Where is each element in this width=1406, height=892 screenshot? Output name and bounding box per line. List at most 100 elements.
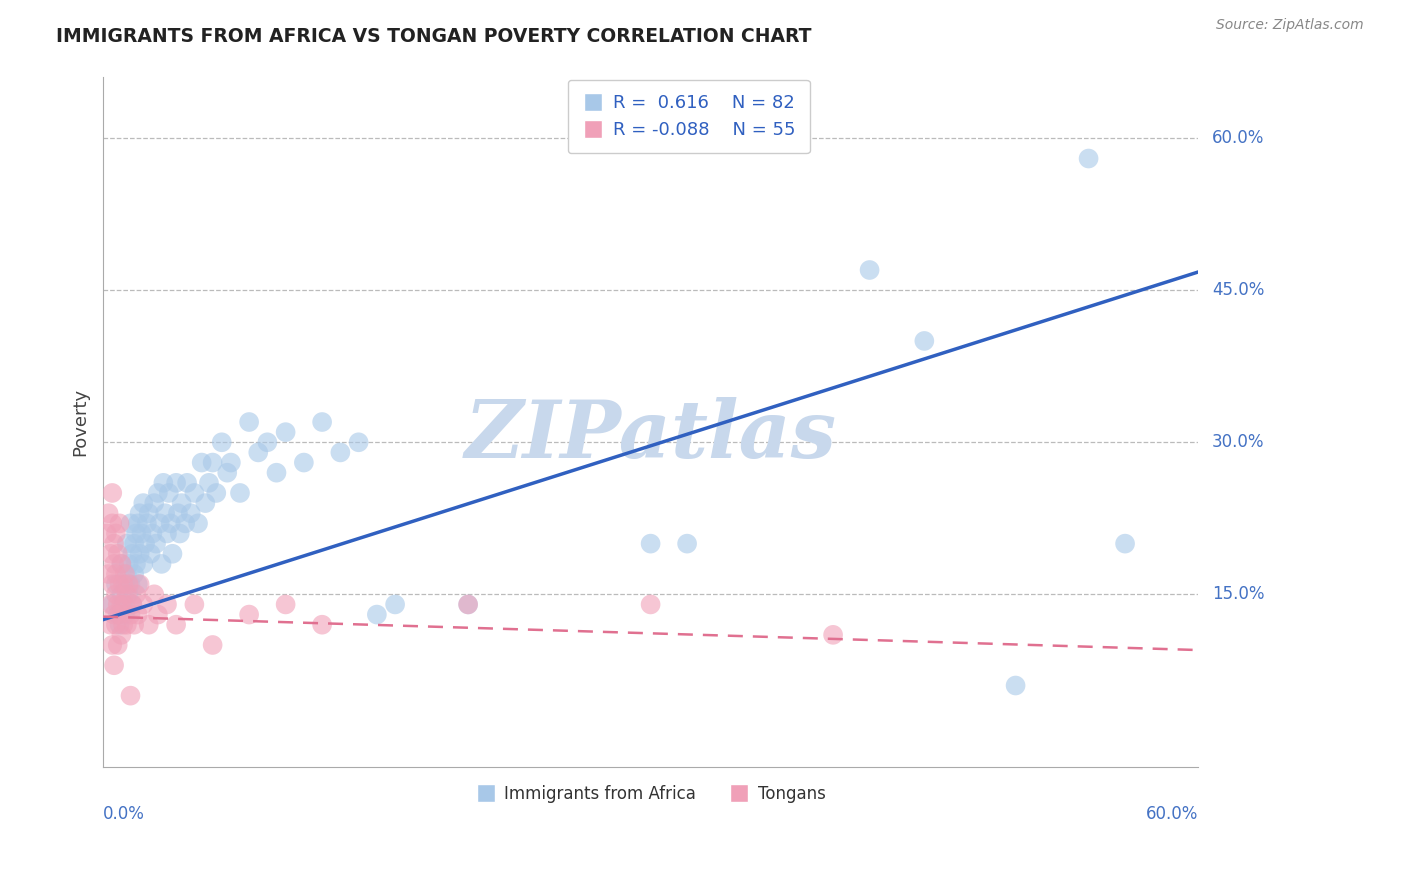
Text: 60.0%: 60.0%: [1146, 805, 1198, 823]
Point: [174, 516, 197, 531]
Point: [121, 547, 143, 561]
Point: [165, 475, 187, 490]
Point: [194, 496, 217, 510]
Point: [114, 598, 136, 612]
Point: [115, 567, 138, 582]
Point: [138, 617, 160, 632]
Point: [104, 617, 127, 632]
Point: [112, 577, 135, 591]
Text: 15.0%: 15.0%: [1212, 585, 1264, 603]
Point: [101, 516, 124, 531]
Point: [180, 506, 202, 520]
Text: ZIPatlas: ZIPatlas: [464, 397, 837, 475]
Point: [198, 475, 221, 490]
Point: [112, 617, 135, 632]
Point: [131, 526, 153, 541]
Point: [107, 638, 129, 652]
Point: [135, 516, 157, 531]
Point: [238, 607, 260, 622]
Point: [274, 598, 297, 612]
Point: [134, 536, 156, 550]
Point: [311, 415, 333, 429]
Point: [238, 415, 260, 429]
Point: [128, 547, 150, 561]
Point: [122, 567, 145, 582]
Point: [162, 547, 184, 561]
Point: [169, 526, 191, 541]
Point: [146, 486, 169, 500]
Point: [132, 496, 155, 510]
Point: [329, 445, 352, 459]
Point: [104, 577, 127, 591]
Point: [112, 598, 135, 612]
Text: IMMIGRANTS FROM AFRICA VS TONGAN POVERTY CORRELATION CHART: IMMIGRANTS FROM AFRICA VS TONGAN POVERTY…: [56, 27, 811, 45]
Point: [170, 496, 193, 510]
Point: [118, 587, 141, 601]
Y-axis label: Poverty: Poverty: [72, 388, 89, 456]
Text: 0.0%: 0.0%: [103, 805, 145, 823]
Point: [110, 628, 132, 642]
Point: [149, 516, 172, 531]
Point: [108, 607, 131, 622]
Point: [114, 577, 136, 591]
Point: [127, 577, 149, 591]
Point: [101, 638, 124, 652]
Point: [118, 557, 141, 571]
Point: [103, 557, 125, 571]
Point: [640, 536, 662, 550]
Point: [107, 607, 129, 622]
Point: [110, 557, 132, 571]
Legend: Immigrants from Africa, Tongans: Immigrants from Africa, Tongans: [470, 779, 832, 810]
Point: [156, 598, 179, 612]
Point: [110, 598, 132, 612]
Point: [114, 567, 136, 582]
Point: [104, 587, 127, 601]
Point: [205, 486, 228, 500]
Point: [676, 536, 699, 550]
Point: [1114, 536, 1136, 550]
Point: [457, 598, 479, 612]
Point: [118, 577, 141, 591]
Point: [103, 658, 125, 673]
Point: [247, 445, 270, 459]
Point: [125, 587, 148, 601]
Point: [107, 598, 129, 612]
Point: [132, 557, 155, 571]
Point: [457, 598, 479, 612]
Point: [120, 689, 142, 703]
Point: [110, 587, 132, 601]
Point: [1004, 679, 1026, 693]
Point: [217, 466, 239, 480]
Point: [640, 598, 662, 612]
Point: [114, 607, 136, 622]
Point: [122, 617, 145, 632]
Point: [127, 516, 149, 531]
Point: [132, 598, 155, 612]
Point: [104, 526, 127, 541]
Point: [366, 607, 388, 622]
Point: [122, 536, 145, 550]
Point: [138, 506, 160, 520]
Point: [103, 607, 125, 622]
Point: [101, 598, 124, 612]
Point: [201, 638, 224, 652]
Point: [912, 334, 935, 348]
Point: [211, 435, 233, 450]
Point: [256, 435, 278, 450]
Point: [176, 475, 198, 490]
Point: [167, 506, 190, 520]
Point: [190, 456, 212, 470]
Point: [165, 617, 187, 632]
Point: [157, 486, 180, 500]
Point: [121, 598, 143, 612]
Point: [187, 516, 209, 531]
Point: [104, 567, 127, 582]
Point: [121, 598, 143, 612]
Point: [384, 598, 406, 612]
Point: [100, 617, 122, 632]
Point: [107, 547, 129, 561]
Point: [125, 526, 148, 541]
Point: [153, 506, 176, 520]
Point: [108, 617, 131, 632]
Point: [101, 577, 124, 591]
